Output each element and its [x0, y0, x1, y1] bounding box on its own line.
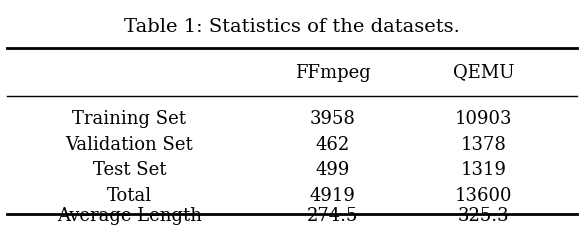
Text: QEMU: QEMU [453, 63, 515, 81]
Text: Average Length: Average Length [57, 207, 201, 225]
Text: 499: 499 [315, 161, 350, 179]
Text: 13600: 13600 [455, 187, 513, 205]
Text: Training Set: Training Set [72, 110, 186, 128]
Text: 4919: 4919 [310, 187, 356, 205]
Text: 1319: 1319 [461, 161, 507, 179]
Text: 325.3: 325.3 [458, 207, 510, 225]
Text: 10903: 10903 [455, 110, 513, 128]
Text: 462: 462 [315, 136, 350, 154]
Text: 3958: 3958 [310, 110, 356, 128]
Text: Test Set: Test Set [92, 161, 166, 179]
Text: FFmpeg: FFmpeg [295, 63, 371, 81]
Text: Table 1: Statistics of the datasets.: Table 1: Statistics of the datasets. [124, 18, 460, 36]
Text: Validation Set: Validation Set [65, 136, 193, 154]
Text: Total: Total [107, 187, 152, 205]
Text: 1378: 1378 [461, 136, 507, 154]
Text: 274.5: 274.5 [307, 207, 359, 225]
